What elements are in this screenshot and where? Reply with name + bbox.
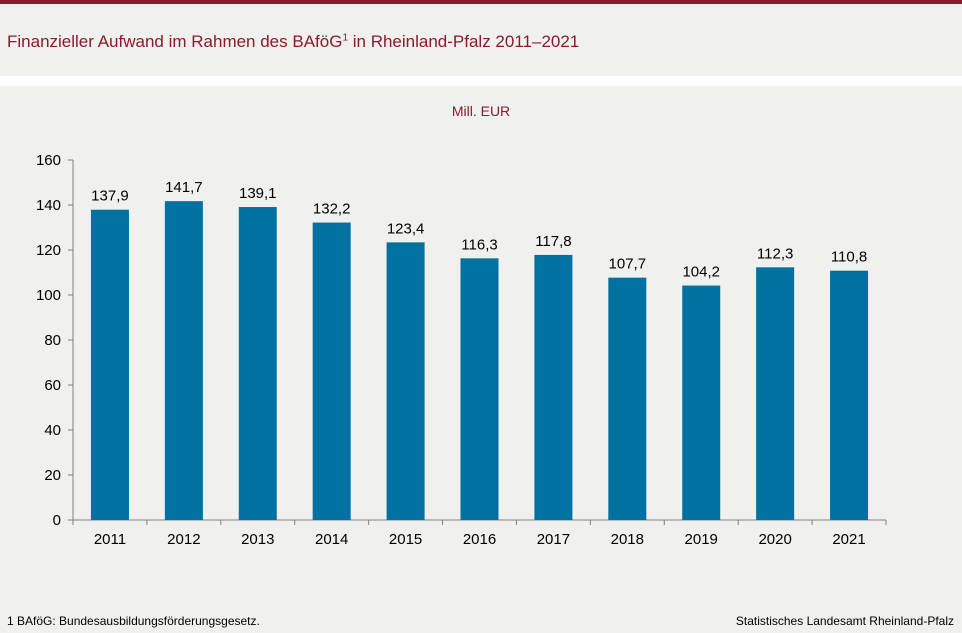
- footnote: 1 BAföG: Bundesausbildungsförderungsgese…: [7, 614, 260, 628]
- y-tick-label: 40: [44, 422, 61, 439]
- x-tick-label-2016: 2016: [463, 531, 496, 548]
- y-tick-label: 100: [36, 287, 61, 304]
- x-tick-label-2019: 2019: [685, 531, 718, 548]
- bar-2019: [682, 285, 721, 520]
- bar-2017: [534, 254, 573, 520]
- top-accent-rule: [0, 0, 962, 4]
- data-label-2018: 107,7: [609, 256, 647, 273]
- bar-2021: [830, 270, 869, 520]
- data-label-2012: 141,7: [165, 179, 203, 196]
- bar-2018: [608, 277, 647, 520]
- x-tick-label-2020: 2020: [758, 531, 791, 548]
- bar-2016: [460, 258, 499, 520]
- bar-2014: [312, 222, 351, 521]
- x-tick-label-2017: 2017: [537, 531, 570, 548]
- y-tick-label: 120: [36, 242, 61, 259]
- y-tick-label: 0: [53, 512, 61, 529]
- x-tick-label-2011: 2011: [94, 531, 126, 548]
- bar-chart: 0 20 40 60 80 100 120 140 160 137,9 2011 141,7 2012 1…: [36, 152, 887, 548]
- data-label-2021: 110,8: [831, 249, 867, 266]
- data-label-2013: 139,1: [239, 185, 277, 202]
- bar-2020: [756, 267, 795, 520]
- data-label-2014: 132,2: [313, 201, 351, 218]
- bar-2012: [164, 201, 203, 521]
- chart-title: Finanzieller Aufwand im Rahmen des BAföG…: [7, 32, 579, 52]
- x-tick-label-2015: 2015: [389, 531, 422, 548]
- bar-2015: [386, 242, 425, 520]
- y-tick-label: 160: [36, 152, 61, 169]
- chart-title-text: Finanzieller Aufwand im Rahmen des BAföG: [7, 32, 343, 51]
- x-tick-label-2018: 2018: [611, 531, 644, 548]
- y-axis-unit-label: Mill. EUR: [451, 103, 511, 119]
- x-tick-label-2013: 2013: [241, 531, 274, 548]
- source-credit: Statistisches Landesamt Rheinland-Pfalz: [735, 614, 954, 628]
- header-band: Finanzieller Aufwand im Rahmen des BAföG…: [0, 4, 962, 76]
- y-tick-label: 80: [44, 332, 61, 349]
- bar-2011: [90, 209, 129, 520]
- chart-title-footnote-mark: 1: [342, 32, 349, 44]
- data-label-2020: 112,3: [757, 245, 793, 262]
- data-label-2015: 123,4: [387, 220, 425, 237]
- x-tick-label-2021: 2021: [832, 531, 865, 548]
- y-tick-label: 20: [44, 467, 61, 484]
- chart-title-suffix: in Rheinland-Pfalz 2011–2021: [348, 32, 580, 51]
- y-tick-label: 140: [36, 197, 61, 214]
- data-label-2017: 117,8: [535, 233, 571, 250]
- data-label-2011: 137,9: [91, 188, 129, 205]
- y-tick-label: 60: [44, 377, 61, 394]
- data-label-2016: 116,3: [461, 236, 497, 253]
- x-tick-label-2014: 2014: [315, 531, 348, 548]
- bar-2013: [238, 207, 277, 520]
- data-label-2019: 104,2: [682, 264, 720, 281]
- x-tick-label-2012: 2012: [167, 531, 200, 548]
